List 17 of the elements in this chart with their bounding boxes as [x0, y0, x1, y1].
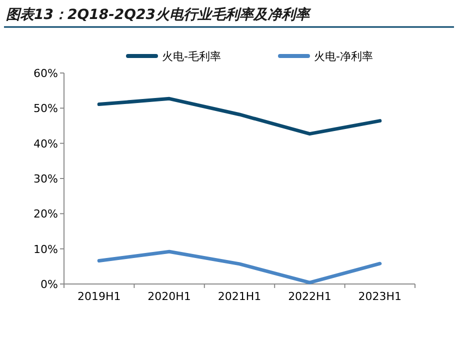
y-tick-label: 10%	[34, 242, 58, 256]
y-tick-label: 40%	[34, 137, 58, 150]
x-tick-label: 2020H1	[148, 290, 191, 303]
x-tick-label: 2022H1	[288, 290, 332, 303]
y-tick-label: 0%	[40, 278, 58, 291]
y-tick-label: 50%	[34, 102, 58, 116]
legend-label: 火电-净利率	[314, 50, 373, 63]
y-tick-label: 30%	[34, 172, 58, 186]
y-tick-label: 60%	[34, 67, 58, 80]
line-series	[97, 96, 382, 136]
chart-title: 图表13：2Q18-2Q23火电行业毛利率及净利率	[6, 6, 312, 23]
x-tick-label: 2019H1	[77, 290, 121, 303]
legend-label: 火电-毛利率	[162, 50, 221, 63]
x-tick-label: 2021H1	[218, 290, 262, 303]
y-tick-label: 20%	[34, 208, 58, 221]
line-series	[97, 250, 382, 284]
x-tick-label: 2023H1	[358, 290, 402, 303]
